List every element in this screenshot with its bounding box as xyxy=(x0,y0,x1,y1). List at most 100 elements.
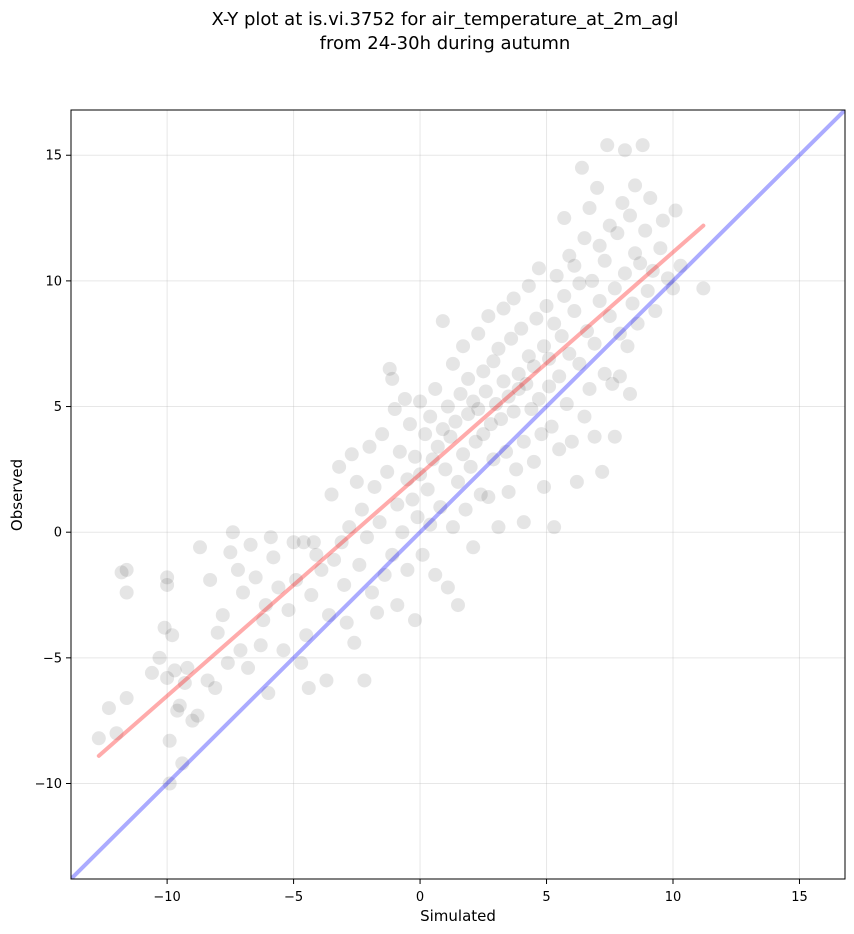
data-point xyxy=(504,331,519,346)
data-point xyxy=(415,547,430,562)
data-point xyxy=(569,474,584,489)
regression-line xyxy=(96,223,706,758)
x-axis-ticks: −10 −5 0 5 10 15 xyxy=(153,879,808,905)
data-point xyxy=(552,442,567,457)
data-point xyxy=(628,246,643,261)
data-point xyxy=(119,691,134,706)
data-point xyxy=(109,726,124,741)
data-point xyxy=(208,681,223,696)
data-point xyxy=(428,567,443,582)
data-point xyxy=(635,138,650,153)
data-point xyxy=(101,701,116,716)
data-point xyxy=(387,402,402,417)
data-point xyxy=(435,314,450,329)
data-point xyxy=(180,660,195,675)
data-point xyxy=(595,464,610,479)
data-point xyxy=(423,517,438,532)
data-point xyxy=(294,655,309,670)
data-point xyxy=(165,628,180,643)
data-point xyxy=(438,462,453,477)
y-tick-label: 10 xyxy=(45,274,62,289)
data-point xyxy=(660,271,675,286)
data-point xyxy=(468,434,483,449)
data-point xyxy=(223,545,238,560)
data-point xyxy=(478,384,493,399)
data-point xyxy=(359,530,374,545)
data-point xyxy=(385,371,400,386)
data-point xyxy=(557,211,572,226)
data-point xyxy=(162,776,177,791)
data-point xyxy=(276,643,291,658)
data-point xyxy=(306,535,321,550)
data-point xyxy=(610,226,625,241)
data-point xyxy=(352,557,367,572)
data-point xyxy=(491,520,506,535)
data-point xyxy=(395,525,410,540)
data-point xyxy=(200,673,215,688)
data-point xyxy=(577,409,592,424)
data-point xyxy=(524,402,539,417)
data-point xyxy=(370,605,385,620)
data-point xyxy=(405,492,420,507)
data-point xyxy=(633,256,648,271)
data-point xyxy=(309,547,324,562)
data-point xyxy=(203,572,218,587)
data-point xyxy=(425,452,440,467)
data-point xyxy=(347,635,362,650)
data-point xyxy=(456,447,471,462)
data-point xyxy=(162,733,177,748)
data-point xyxy=(423,409,438,424)
data-point xyxy=(476,364,491,379)
data-point xyxy=(233,643,248,658)
data-point xyxy=(357,673,372,688)
y-tick-label: −5 xyxy=(43,651,62,666)
x-tick-label: −5 xyxy=(284,890,303,905)
data-point xyxy=(344,447,359,462)
data-point xyxy=(289,572,304,587)
data-point xyxy=(623,208,637,223)
data-point xyxy=(304,588,319,603)
data-point xyxy=(562,346,577,361)
data-point xyxy=(402,417,417,432)
y-axis-ticks: −10 −5 0 5 10 15 xyxy=(35,149,71,792)
x-tick-label: −10 xyxy=(153,890,180,905)
data-point xyxy=(175,756,190,771)
data-point xyxy=(220,655,235,670)
data-point xyxy=(119,585,134,600)
data-point xyxy=(160,577,175,592)
data-point xyxy=(580,324,594,339)
y-tick-label: 0 xyxy=(54,526,62,541)
data-point xyxy=(597,253,612,268)
data-point xyxy=(653,241,668,256)
data-point xyxy=(666,281,680,296)
data-point xyxy=(567,304,582,319)
data-point xyxy=(144,665,159,680)
data-point xyxy=(157,620,172,635)
data-point xyxy=(241,660,256,675)
data-point xyxy=(466,540,481,555)
data-point xyxy=(458,502,473,517)
data-point xyxy=(516,434,531,449)
data-point xyxy=(236,585,250,600)
data-point xyxy=(496,374,511,389)
data-point xyxy=(537,479,551,494)
data-point xyxy=(534,427,549,442)
data-point xyxy=(630,316,645,331)
data-point xyxy=(445,520,460,535)
data-point xyxy=(514,321,529,336)
data-point xyxy=(327,552,342,567)
data-point xyxy=(428,381,443,396)
data-point xyxy=(440,399,455,414)
data-point xyxy=(248,570,263,585)
data-point xyxy=(418,427,433,442)
data-point xyxy=(440,580,455,595)
data-point xyxy=(516,515,531,530)
data-point xyxy=(365,585,379,600)
data-point xyxy=(562,248,577,263)
data-point xyxy=(334,535,349,550)
data-point xyxy=(509,462,524,477)
data-point xyxy=(433,500,448,515)
fit-lines xyxy=(71,110,845,879)
data-point xyxy=(486,452,501,467)
